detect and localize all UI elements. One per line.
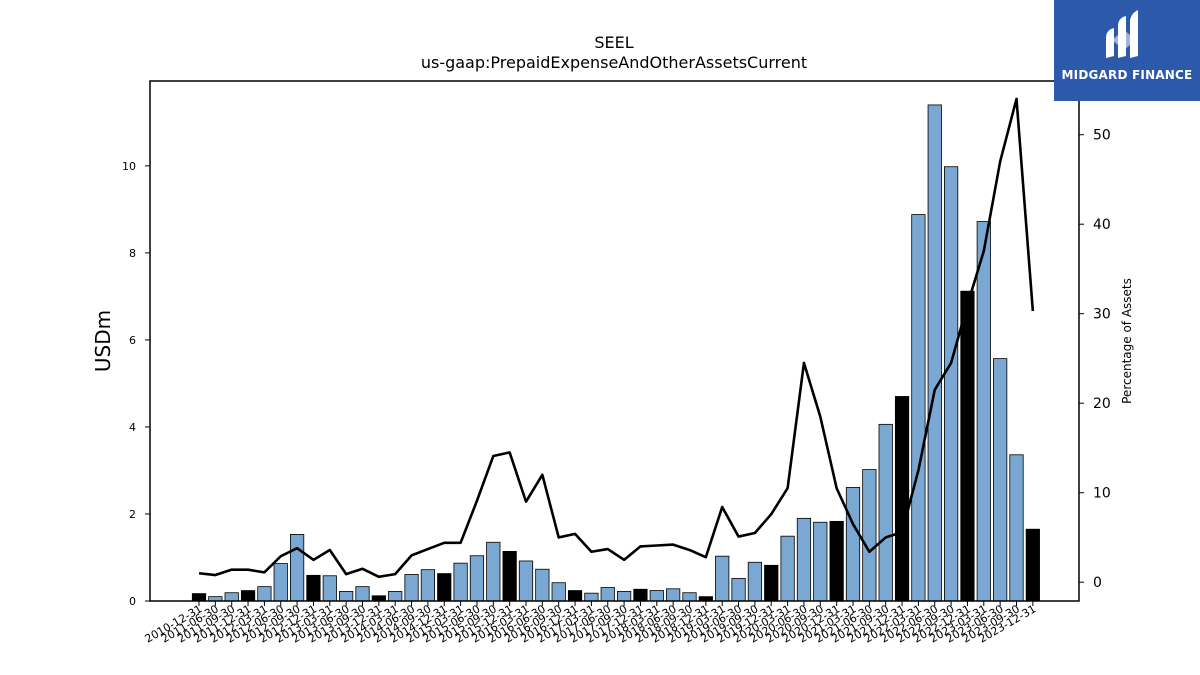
bar	[715, 555, 730, 602]
line-series	[198, 97, 1035, 579]
bar	[927, 104, 942, 602]
bar	[894, 396, 910, 602]
x-axis: 2010-12-312011-06-302011-09-302011-12-31…	[143, 601, 1038, 646]
bar	[666, 588, 681, 602]
bar	[878, 423, 893, 602]
y-tick-label: 4	[129, 421, 136, 434]
y-axis-right: 0 10 20 30 40 50	[1079, 128, 1111, 591]
bar-series	[191, 104, 1040, 602]
y-tick-label: 10	[122, 160, 136, 173]
bar	[1025, 528, 1040, 602]
y2-tick-label: 10	[1093, 486, 1111, 502]
bar	[551, 582, 566, 602]
y-axis-label: USDm	[91, 310, 115, 372]
y2-axis-label: Percentage of Assets	[1120, 278, 1134, 404]
bar	[633, 588, 648, 602]
y-tick-label: 8	[129, 247, 136, 260]
y2-tick-label: 30	[1093, 307, 1111, 323]
brand-logo: MIDGARD FINANCE	[1054, 0, 1200, 101]
bar	[600, 587, 615, 602]
bar	[796, 517, 812, 602]
bar	[862, 469, 877, 602]
bar	[191, 593, 207, 602]
y2-tick-label: 40	[1093, 217, 1111, 233]
bar	[944, 166, 959, 602]
bar	[306, 574, 321, 602]
bar	[224, 592, 239, 602]
bar	[731, 577, 746, 602]
y-axis-left: 0 2 4 6 8 10	[122, 160, 150, 608]
chart-subtitle: us-gaap:PrepaidExpenseAndOtherAssetsCurr…	[421, 53, 807, 72]
bar	[993, 358, 1008, 602]
plot-frame	[149, 80, 1080, 602]
bar	[289, 534, 305, 602]
bar	[371, 595, 386, 602]
bar	[747, 561, 763, 602]
bar	[649, 590, 664, 602]
bar	[617, 591, 632, 602]
bar	[322, 575, 337, 602]
bar	[911, 214, 926, 602]
bar	[829, 520, 844, 602]
bar	[453, 562, 468, 602]
bar	[960, 290, 975, 602]
bar	[780, 535, 795, 602]
y2-tick-label: 50	[1093, 128, 1111, 144]
bar	[486, 541, 501, 602]
brand-name: MIDGARD FINANCE	[1061, 68, 1193, 82]
bar	[355, 586, 370, 602]
bar	[567, 590, 583, 602]
bar	[257, 586, 272, 602]
bar	[682, 592, 697, 602]
bar	[813, 521, 828, 602]
y-tick-label: 2	[129, 508, 136, 521]
bar	[469, 555, 485, 602]
y2-tick-label: 20	[1093, 396, 1111, 412]
bar	[388, 591, 403, 602]
bar	[845, 487, 861, 602]
bar	[273, 563, 288, 602]
bar	[240, 590, 256, 602]
logo-mark-icon	[1106, 10, 1138, 58]
bar	[518, 560, 534, 602]
chart-title: SEEL	[594, 33, 633, 52]
bar	[404, 574, 419, 602]
bar	[1009, 454, 1024, 602]
y-tick-label: 6	[129, 334, 136, 347]
bar	[976, 221, 991, 602]
bar	[420, 569, 436, 602]
bar	[584, 592, 599, 602]
y2-tick-label: 0	[1093, 575, 1102, 591]
y-tick-label: 0	[129, 595, 136, 608]
bar	[437, 573, 452, 602]
bar	[535, 568, 550, 602]
bar	[502, 550, 517, 602]
bar	[339, 591, 354, 602]
series-line	[198, 97, 1035, 579]
bar	[764, 564, 779, 602]
